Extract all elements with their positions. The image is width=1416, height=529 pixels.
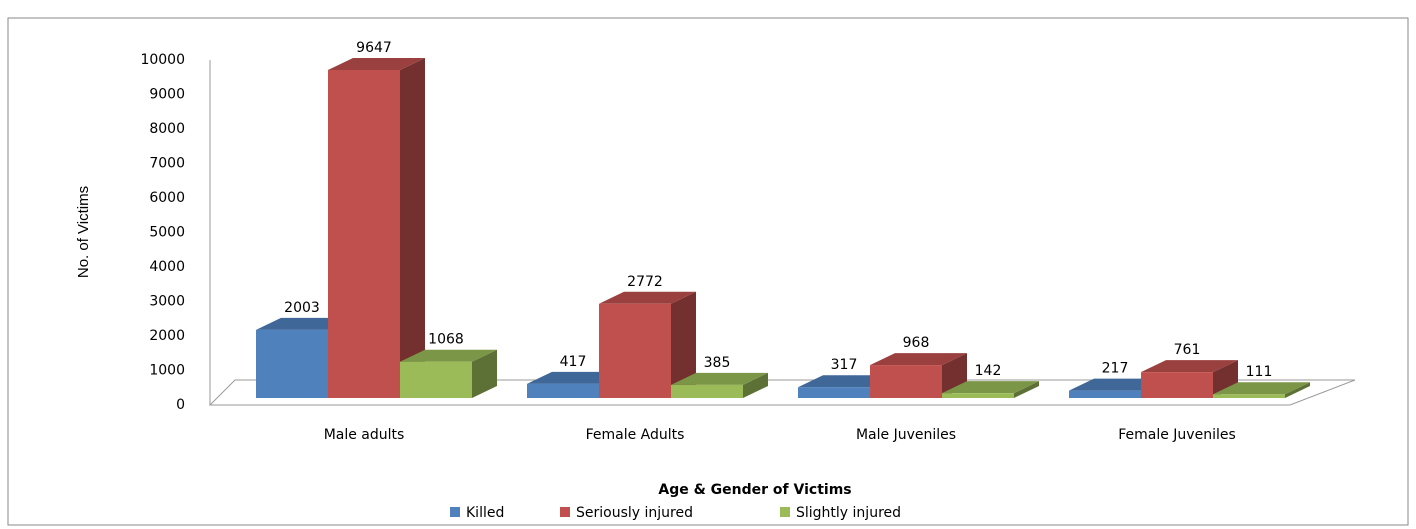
- bar-front: [1213, 394, 1285, 398]
- bar: [671, 372, 768, 398]
- legend-swatch: [450, 507, 460, 517]
- x-tick-label: Male Juveniles: [856, 427, 956, 443]
- y-tick-label: 8000: [149, 121, 185, 137]
- bar-front: [400, 361, 472, 398]
- data-label: 111: [1246, 364, 1273, 380]
- bar-side: [472, 349, 497, 398]
- legend-label: Seriously injured: [576, 505, 693, 521]
- bar-top: [400, 349, 497, 362]
- y-tick-label: 6000: [149, 190, 185, 206]
- legend-swatch: [560, 507, 570, 517]
- bar-front: [870, 365, 942, 398]
- data-label: 1068: [428, 332, 464, 348]
- chart-frame: [7, 17, 1409, 526]
- bar-side: [1014, 381, 1039, 398]
- data-label: 417: [560, 354, 587, 370]
- data-label: 761: [1174, 342, 1201, 358]
- bar-top: [1213, 382, 1310, 395]
- y-tick-label: 10000: [140, 52, 185, 68]
- data-label: 2003: [284, 300, 320, 316]
- bar: [942, 381, 1039, 398]
- bar-front: [256, 329, 328, 398]
- data-label: 217: [1102, 361, 1129, 377]
- data-label: 968: [903, 335, 930, 351]
- y-tick-label: 9000: [149, 87, 185, 103]
- bar-side: [400, 58, 425, 398]
- bar: [870, 353, 967, 398]
- y-tick-label: 3000: [149, 294, 185, 310]
- bar-top: [942, 381, 1039, 394]
- bar-side: [743, 372, 768, 398]
- y-tick-label: 7000: [149, 156, 185, 172]
- bar: [328, 58, 425, 398]
- x-tick-label: Female Adults: [586, 427, 685, 443]
- bar-front: [527, 383, 599, 398]
- data-label: 9647: [356, 40, 392, 56]
- y-tick-label: 0: [176, 397, 185, 413]
- bar: [1213, 382, 1310, 398]
- bar-top: [1141, 360, 1238, 373]
- legend-label: Slightly injured: [796, 505, 901, 521]
- bar: [400, 349, 497, 398]
- x-tick-label: Female Juveniles: [1118, 427, 1236, 443]
- bar-front: [328, 70, 400, 398]
- legend-swatch: [780, 507, 790, 517]
- y-tick-label: 2000: [149, 328, 185, 344]
- y-axis-title: No. of Victims: [75, 186, 92, 278]
- data-label: 142: [975, 363, 1002, 379]
- data-label: 385: [704, 355, 731, 371]
- x-tick-label: Male adults: [324, 427, 405, 443]
- bar-top: [599, 291, 696, 304]
- y-tick-label: 4000: [149, 259, 185, 275]
- bar-front: [671, 384, 743, 398]
- legend-label: Killed: [466, 505, 504, 521]
- bar: [599, 291, 696, 398]
- bar-side: [1285, 382, 1310, 398]
- data-label: 2772: [627, 274, 663, 290]
- data-label: 317: [831, 357, 858, 373]
- y-tick-label: 1000: [149, 363, 185, 379]
- bar-top: [328, 58, 425, 71]
- bar-front: [798, 387, 870, 398]
- bar-front: [599, 303, 671, 398]
- bar-top: [671, 372, 768, 385]
- x-axis-title: Age & Gender of Victims: [658, 482, 851, 498]
- bar-front: [942, 393, 1014, 398]
- bar-front: [1141, 372, 1213, 398]
- bar-side: [671, 291, 696, 398]
- bar-front: [1069, 390, 1141, 398]
- y-tick-label: 5000: [149, 225, 185, 241]
- bar-top: [870, 353, 967, 366]
